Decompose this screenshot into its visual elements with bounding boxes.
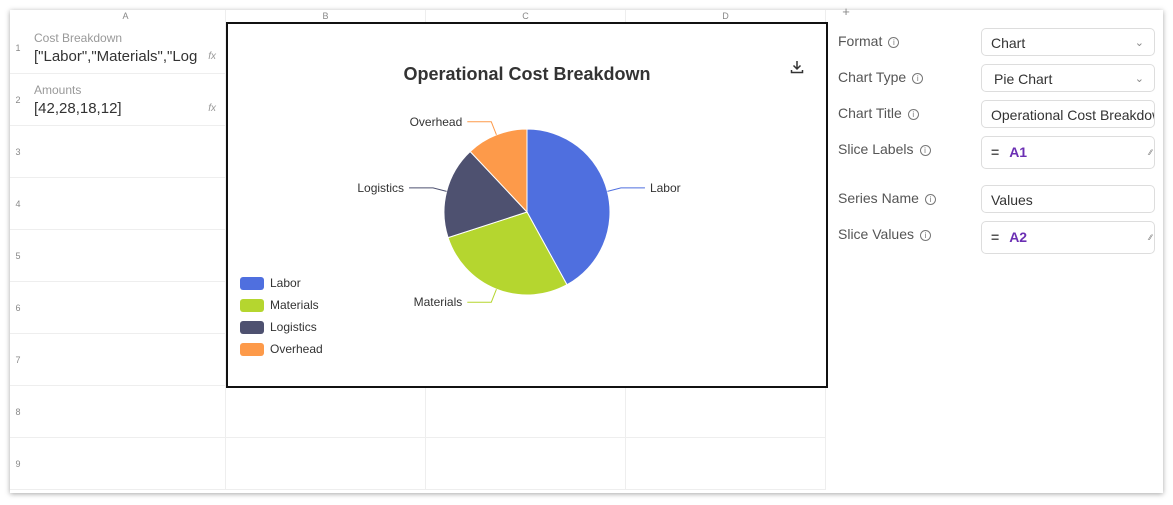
legend-swatch <box>240 320 264 334</box>
pie-slice-materials[interactable] <box>447 211 568 296</box>
cell[interactable] <box>26 126 226 178</box>
cell-reference: A2 <box>1009 229 1028 245</box>
chart-title-label: Chart Title i <box>838 105 919 121</box>
cell[interactable] <box>626 438 826 490</box>
row-header-6[interactable]: 6 <box>10 282 26 334</box>
chart-type-select[interactable]: Pie Chart ⌄ <box>981 64 1155 92</box>
formula-icon: fx <box>208 51 216 62</box>
column-header-C[interactable]: C <box>426 10 626 22</box>
cell[interactable] <box>26 178 226 230</box>
cell[interactable] <box>26 386 226 438</box>
row-header-9[interactable]: 9 <box>10 438 26 490</box>
info-icon[interactable]: i <box>888 37 900 48</box>
cell-reference: A1 <box>1009 144 1028 160</box>
series-name-label: Series Name i <box>838 190 936 206</box>
cell[interactable] <box>26 438 226 490</box>
label-leader-line <box>607 187 645 192</box>
legend-swatch <box>240 276 264 290</box>
cell[interactable] <box>26 230 226 282</box>
row-header-1[interactable]: 1 <box>10 22 26 74</box>
legend-item[interactable]: Logistics <box>240 320 317 334</box>
spreadsheet-window: A B C D +1 Cost Breakdown ["Labor","Materials"… <box>10 5 1163 493</box>
chart-type-label: Chart Type i <box>838 69 924 85</box>
cell[interactable] <box>26 334 226 386</box>
info-icon[interactable]: i <box>920 230 932 241</box>
chart-title: Operational Cost Breakdown <box>403 64 651 84</box>
cell[interactable]: Amounts [42,28,18,12] fx <box>26 74 226 126</box>
legend-item[interactable]: Labor <box>240 276 301 290</box>
chevron-down-icon: ⌄ <box>1134 73 1144 85</box>
resize-handle-icon[interactable]: ∕∕ <box>1149 233 1152 242</box>
cell-label: Cost Breakdown <box>34 31 123 45</box>
cell[interactable] <box>26 282 226 334</box>
row-header-3[interactable]: 3 <box>10 126 26 178</box>
pie-slice-overhead[interactable] <box>469 128 528 214</box>
info-icon[interactable]: i <box>919 145 931 156</box>
cell[interactable] <box>426 438 626 490</box>
chart-title-input[interactable]: Operational Cost Breakdown <box>981 100 1155 128</box>
slice-labels-label: Slice Labels i <box>838 141 931 157</box>
format-label: Format i <box>838 33 900 49</box>
row-header-4[interactable]: 4 <box>10 178 26 230</box>
legend-label: Labor <box>270 276 301 290</box>
info-icon[interactable]: i <box>907 109 919 120</box>
slice-label: Materials <box>414 295 463 309</box>
cell[interactable] <box>626 386 826 438</box>
column-header-D[interactable]: D <box>626 10 826 22</box>
cell[interactable]: Cost Breakdown ["Labor","Materials","Log f… <box>26 22 226 74</box>
column-header-B[interactable]: B <box>226 10 426 22</box>
series-name-input[interactable]: Values <box>981 185 1155 213</box>
cell-value: [42,28,18,12] <box>34 100 122 117</box>
pie-chart: Labor Materials Logistics Overhead <box>357 115 681 309</box>
slice-values-label: Slice Values i <box>838 226 932 242</box>
pie-slice-labor[interactable] <box>526 128 611 286</box>
slice-label: Logistics <box>357 181 404 195</box>
chart-container[interactable]: Operational Cost Breakdown Labor Material… <box>226 22 828 388</box>
row-header-5[interactable]: 5 <box>10 230 26 282</box>
resize-handle-icon[interactable]: ∕∕ <box>1149 148 1152 157</box>
row-header-2[interactable]: 2 <box>10 74 26 126</box>
formula-icon: fx <box>208 103 216 114</box>
slice-labels-input[interactable]: = A1 ∕∕ <box>981 136 1155 169</box>
download-icon[interactable] <box>790 60 804 77</box>
label-leader-line <box>409 187 447 192</box>
row-header-7[interactable]: 7 <box>10 334 26 386</box>
equals-sign: = <box>991 229 1000 245</box>
legend-label: Overhead <box>270 342 323 356</box>
label-leader-line <box>467 288 497 303</box>
legend-label: Logistics <box>270 320 317 334</box>
cell-label: Amounts <box>34 83 82 97</box>
chevron-down-icon: ⌄ <box>1134 37 1144 49</box>
pie-slice-logistics[interactable] <box>443 150 528 239</box>
legend-item[interactable]: Overhead <box>240 342 323 356</box>
cell[interactable] <box>226 438 426 490</box>
cell[interactable] <box>426 386 626 438</box>
slice-label: Overhead <box>410 115 463 129</box>
legend-swatch <box>240 342 264 356</box>
info-icon[interactable]: i <box>924 194 936 205</box>
chart-settings-panel: Format i Chart ⌄ Chart Type i Pie Chart ⌄ Ch… <box>826 10 1163 493</box>
cell[interactable] <box>226 386 426 438</box>
slice-label: Labor <box>650 181 681 195</box>
column-header-A[interactable]: A <box>26 10 226 22</box>
cell-value: ["Labor","Materials","Log <box>34 48 198 65</box>
add-column-button[interactable]: + <box>842 4 850 19</box>
slice-values-input[interactable]: = A2 ∕∕ <box>981 221 1155 254</box>
format-select[interactable]: Chart ⌄ <box>981 28 1155 56</box>
info-icon[interactable]: i <box>912 73 924 84</box>
label-leader-line <box>467 121 497 136</box>
legend-label: Materials <box>270 298 319 312</box>
equals-sign: = <box>991 144 1000 160</box>
legend-swatch <box>240 298 264 312</box>
legend-item[interactable]: Materials <box>240 298 319 312</box>
row-header-8[interactable]: 8 <box>10 386 26 438</box>
